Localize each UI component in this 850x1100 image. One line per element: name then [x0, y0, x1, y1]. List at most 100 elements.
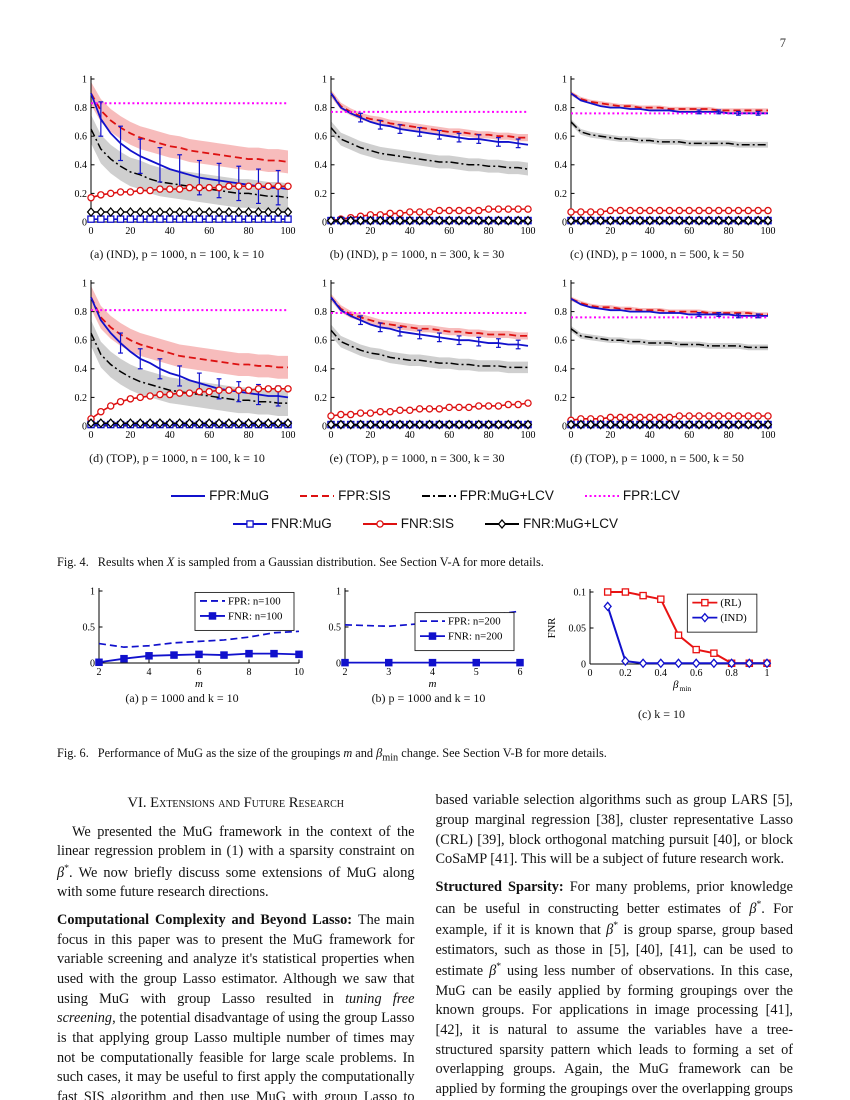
figure-6-caption: Fig. 6. Performance of MuG as the size of…	[57, 746, 793, 763]
svg-text:0: 0	[89, 430, 94, 441]
svg-text:0: 0	[588, 668, 593, 679]
svg-text:0.5: 0.5	[329, 622, 342, 633]
svg-text:2: 2	[343, 667, 348, 678]
svg-text:0.4: 0.4	[75, 160, 88, 171]
plot-caption-c: (c) (IND), p = 1000, n = 500, k = 50	[570, 247, 744, 261]
plot-fig4e: 0 20 40 60 80 100 0 0.2 0.4 0.6 0.8 1 (e) (TOP), p …	[297, 276, 537, 466]
svg-text:10: 10	[294, 667, 304, 678]
svg-text:0.4: 0.4	[555, 160, 568, 171]
svg-text:60: 60	[684, 430, 694, 441]
svg-text:0: 0	[90, 658, 95, 669]
svg-text:0: 0	[322, 421, 327, 432]
svg-text:0.8: 0.8	[725, 668, 738, 679]
figure-4-legend-row-2: FNR:MuG FNR:SIS FNR:MuG+LCV	[0, 516, 850, 531]
svg-text:60: 60	[684, 226, 694, 237]
plot-caption-6c: (c) k = 10	[637, 707, 686, 721]
svg-text:6: 6	[197, 667, 202, 678]
plot-caption-b: (b) (IND), p = 1000, n = 300, k = 30	[329, 247, 505, 261]
svg-text:0.8: 0.8	[555, 103, 568, 114]
legend-label: FNR:MuG	[271, 516, 332, 531]
svg-text:80: 80	[724, 430, 734, 441]
body-text: VI. Extensions and Future Research We pr…	[57, 791, 793, 1100]
svg-text:1: 1	[322, 74, 327, 85]
svg-text:0.6: 0.6	[75, 132, 88, 143]
legend-item-fnr-mug: FNR:MuG	[232, 516, 332, 531]
svg-text:FNR: n=100: FNR: n=100	[228, 610, 282, 622]
svg-text:20: 20	[365, 226, 375, 237]
svg-text:0.4: 0.4	[315, 364, 328, 375]
svg-text:(IND): (IND)	[720, 612, 747, 624]
svg-text:0.8: 0.8	[75, 103, 88, 114]
right-column: based variable selection algorithms such…	[436, 791, 794, 1100]
svg-text:60: 60	[444, 430, 454, 441]
svg-text:1: 1	[82, 74, 87, 85]
svg-text:5: 5	[474, 667, 479, 678]
legend-item-fnr-sis: FNR:SIS	[362, 516, 454, 531]
svg-text:20: 20	[605, 226, 615, 237]
svg-text:0.2: 0.2	[555, 189, 568, 200]
plot-caption-a: (a) (IND), p = 1000, n = 100, k = 10	[90, 247, 264, 261]
svg-text:8: 8	[247, 667, 252, 678]
legend-item-fpr-mug: FPR:MuG	[170, 488, 269, 503]
svg-text:0: 0	[322, 217, 327, 228]
svg-text:0.6: 0.6	[690, 668, 703, 679]
legend-item-fpr-mug-lcv: FPR:MuG+LCV	[421, 488, 554, 503]
svg-text:1: 1	[82, 278, 87, 289]
chart-fig6c: 0 0.2 0.4 0.6 0.8 1 0 0.05 0.1 β min FNR (RL) (IND)	[544, 586, 779, 706]
chart-fig4e: 0 20 40 60 80 100 0 0.2 0.4 0.6 0.8 1	[297, 276, 537, 450]
left-column: VI. Extensions and Future Research We pr…	[57, 791, 415, 1100]
legend-label: FPR:LCV	[622, 488, 680, 503]
figure-4: 0 20 40 60 80 100 0 0.2 0.4 0.6 0.8 1 (a) (IND), p …	[57, 72, 793, 466]
chart-fig4b: 0 20 40 60 80 100 0 0.2 0.4 0.6 0.8 1	[297, 72, 537, 246]
svg-text:0.1: 0.1	[574, 587, 587, 598]
figure-4-legend-row-1: FPR:MuG FPR:SIS FPR:MuG+LCV FPR:LCV	[0, 488, 850, 503]
svg-text:0.4: 0.4	[555, 364, 568, 375]
plot-caption-d: (d) (TOP), p = 1000, n = 100, k = 10	[89, 451, 265, 465]
plot-fig6c: 0 0.2 0.4 0.6 0.8 1 0 0.05 0.1 β min FNR (RL) (IND) (…	[544, 586, 779, 722]
svg-text:0.2: 0.2	[75, 393, 88, 404]
paragraph: based variable selection algorithms such…	[435, 792, 794, 868]
svg-text:0.5: 0.5	[83, 622, 96, 633]
svg-text:0.8: 0.8	[555, 307, 568, 318]
svg-text:FPR: n=100: FPR: n=100	[228, 595, 281, 607]
svg-text:0.8: 0.8	[315, 103, 328, 114]
svg-text:1: 1	[562, 74, 567, 85]
legend-label: FNR:SIS	[400, 516, 455, 531]
page-number: 7	[779, 36, 786, 50]
svg-text:(RL): (RL)	[720, 597, 741, 609]
svg-text:20: 20	[605, 430, 615, 441]
chart-fig4f: 0 20 40 60 80 100 0 0.2 0.4 0.6 0.8 1	[537, 276, 777, 450]
svg-text:6: 6	[518, 667, 523, 678]
svg-text:1: 1	[562, 278, 567, 289]
svg-text:20: 20	[125, 226, 135, 237]
svg-text:0: 0	[562, 217, 567, 228]
svg-text:100: 100	[761, 430, 776, 441]
section-heading: VI. Extensions and Future Research	[127, 795, 345, 812]
svg-text:40: 40	[645, 226, 655, 237]
plot-caption-6b: (b) p = 1000 and k = 10	[371, 691, 486, 705]
svg-text:0.2: 0.2	[315, 393, 328, 404]
svg-text:0.4: 0.4	[75, 364, 88, 375]
svg-text:0.6: 0.6	[315, 336, 328, 347]
svg-text:0.6: 0.6	[315, 132, 328, 143]
svg-text:80: 80	[244, 430, 254, 441]
svg-text:0: 0	[336, 658, 341, 669]
svg-text:40: 40	[645, 430, 655, 441]
svg-text:1: 1	[765, 668, 770, 679]
svg-text:4: 4	[147, 667, 152, 678]
paragraph: Computational Complexity and Beyond Lass…	[57, 911, 415, 1100]
chart-fig6b: 2 3 4 5 6 0 0.5 1 m FPR: n=200 FNR: n=200	[329, 586, 526, 690]
svg-text:FNR: n=200: FNR: n=200	[448, 631, 502, 643]
svg-text:40: 40	[405, 226, 415, 237]
svg-text:FPR: n=200: FPR: n=200	[448, 616, 501, 628]
svg-text:80: 80	[484, 430, 494, 441]
svg-text:4: 4	[430, 667, 435, 678]
plot-fig4c: 0 20 40 60 80 100 0 0.2 0.4 0.6 0.8 1 (c) (IND), p …	[537, 72, 777, 262]
chart-fig4c: 0 20 40 60 80 100 0 0.2 0.4 0.6 0.8 1	[537, 72, 777, 246]
svg-text:20: 20	[365, 430, 375, 441]
figure-4-caption-label: Fig. 4.	[57, 555, 89, 569]
svg-text:0.8: 0.8	[75, 307, 88, 318]
legend-item-fpr-sis: FPR:SIS	[299, 488, 391, 503]
svg-text:0: 0	[82, 217, 87, 228]
